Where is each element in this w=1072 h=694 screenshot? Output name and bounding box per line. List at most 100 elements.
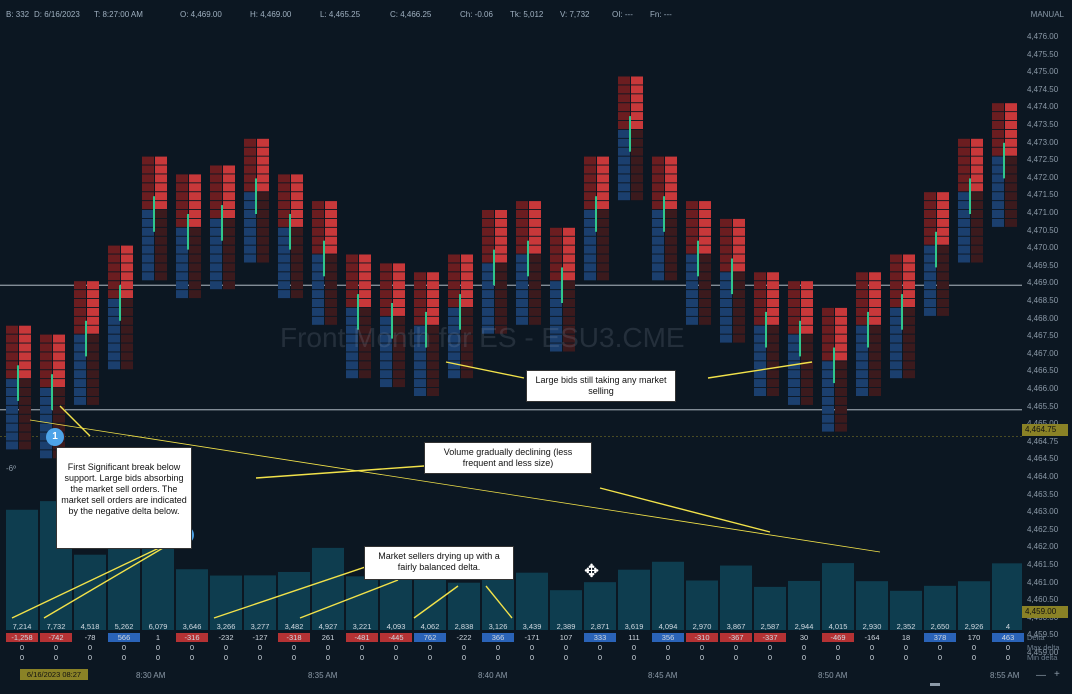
bid-cell	[720, 290, 732, 299]
max-delta-cell: 0	[563, 643, 569, 652]
ask-cell	[631, 138, 643, 147]
ask-cell	[121, 343, 133, 352]
bid-cell	[244, 174, 256, 183]
candle-body	[459, 294, 461, 330]
manual-mode-label[interactable]: MANUAL	[1030, 10, 1064, 19]
ask-cell	[835, 379, 847, 388]
min-delta-cell: 0	[971, 653, 977, 662]
ask-cell	[971, 174, 983, 183]
bid-cell	[584, 218, 596, 227]
ask-cell	[427, 307, 439, 316]
bid-cell	[278, 290, 290, 299]
ask-cell	[1005, 201, 1017, 210]
volume-label: 6,079	[148, 622, 168, 631]
ask-cell	[427, 272, 439, 281]
price-tick-label: 4,468.00	[1027, 313, 1059, 323]
candle-body	[629, 116, 631, 152]
time-label: 8:50 AM	[818, 671, 848, 680]
bid-cell	[74, 388, 86, 396]
bid-cell	[754, 316, 766, 325]
ask-cell	[495, 218, 507, 227]
ask-cell	[495, 263, 507, 272]
bid-cell	[720, 272, 732, 281]
ask-cell	[495, 210, 507, 218]
bid-cell	[278, 281, 290, 290]
ask-cell	[155, 263, 167, 272]
ask-cell	[87, 334, 99, 343]
ask-cell	[767, 370, 779, 379]
bid-cell	[516, 210, 528, 218]
bid-cell	[312, 210, 324, 218]
ask-cell	[971, 245, 983, 254]
bid-cell	[584, 156, 596, 165]
ask-cell	[87, 299, 99, 307]
ask-cell	[461, 254, 473, 263]
bid-cell	[176, 254, 188, 263]
bid-cell	[176, 227, 188, 236]
candle-body	[969, 178, 971, 214]
min-delta-cell: 0	[597, 653, 603, 662]
annotation-arrow	[599, 487, 771, 533]
annotation-arrow	[413, 585, 459, 619]
bid-cell	[346, 325, 358, 334]
ask-cell	[393, 379, 405, 388]
bid-cell	[312, 272, 324, 281]
price-tick-label: 4,459.00	[1027, 648, 1059, 657]
delta-cell: -171	[524, 633, 540, 642]
ask-cell	[291, 254, 303, 263]
max-delta-cell: 0	[461, 643, 467, 652]
scroll-handle[interactable]	[930, 683, 940, 686]
max-delta-cell: 0	[359, 643, 365, 652]
ask-cell	[495, 325, 507, 334]
ask-cell	[631, 94, 643, 103]
ask-cell	[189, 218, 201, 227]
ask-cell	[121, 272, 133, 281]
bid-cell	[958, 192, 970, 201]
zoom-in-icon[interactable]: +	[1054, 669, 1060, 680]
bid-cell	[754, 388, 766, 396]
price-tick-label: 4,472.00	[1027, 172, 1059, 182]
bid-cell	[176, 174, 188, 183]
ask-cell	[495, 281, 507, 290]
max-delta-cell: 0	[937, 643, 943, 652]
ask-cell	[19, 396, 31, 405]
ask-cell	[461, 272, 473, 281]
ask-cell	[461, 361, 473, 370]
ask-cell	[971, 183, 983, 192]
ask-cell	[733, 227, 745, 236]
bid-cell	[992, 183, 1004, 192]
volume-label: 3,221	[352, 622, 372, 631]
price-tick-label: 4,464.75	[1027, 436, 1059, 446]
ask-cell	[631, 76, 643, 85]
ask-cell	[733, 316, 745, 325]
time-axis[interactable]: 6/16/2023 08:27 8:30 AM 8:35 AM 8:40 AM …	[0, 666, 1072, 694]
bid-cell	[958, 245, 970, 254]
ask-cell	[937, 210, 949, 218]
bid-cell	[550, 263, 562, 272]
max-delta-cell: 0	[733, 643, 739, 652]
bid-cell	[176, 201, 188, 210]
bid-cell	[74, 379, 86, 388]
bid-cell	[652, 272, 664, 281]
zoom-out-icon[interactable]: —	[1036, 670, 1046, 681]
bid-cell	[278, 192, 290, 201]
ask-cell	[19, 343, 31, 352]
bid-cell	[550, 316, 562, 325]
bid-cell	[482, 227, 494, 236]
bid-cell	[618, 112, 630, 121]
bid-cell	[74, 307, 86, 316]
max-delta-cell: 0	[155, 643, 161, 652]
ask-cell	[835, 343, 847, 352]
bid-cell	[992, 156, 1004, 165]
ask-cell	[155, 227, 167, 236]
volume-bar	[856, 581, 888, 630]
bid-cell	[6, 432, 18, 441]
bid-cell	[686, 245, 698, 254]
volume-bar	[176, 569, 208, 630]
bid-cell	[720, 307, 732, 316]
bid-cell	[142, 183, 154, 192]
footprint-chart[interactable]	[0, 26, 1022, 630]
ask-cell	[1005, 103, 1017, 112]
ask-cell	[121, 299, 133, 307]
bid-cell	[210, 263, 222, 272]
